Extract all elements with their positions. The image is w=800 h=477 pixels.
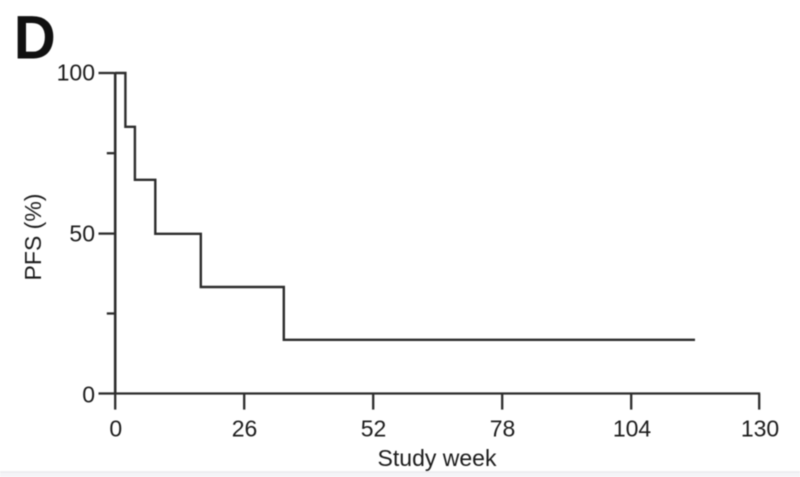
svg-text:0: 0 <box>109 415 122 441</box>
svg-text:52: 52 <box>361 415 387 441</box>
svg-text:0: 0 <box>82 381 95 407</box>
svg-text:D: D <box>14 3 56 71</box>
svg-text:78: 78 <box>490 415 516 441</box>
svg-text:26: 26 <box>232 415 258 441</box>
svg-text:100: 100 <box>57 60 95 86</box>
svg-text:Study week: Study week <box>378 445 497 471</box>
svg-text:130: 130 <box>741 415 779 441</box>
svg-text:104: 104 <box>613 415 652 441</box>
svg-text:50: 50 <box>69 221 95 247</box>
svg-text:PFS (%): PFS (%) <box>20 194 46 281</box>
